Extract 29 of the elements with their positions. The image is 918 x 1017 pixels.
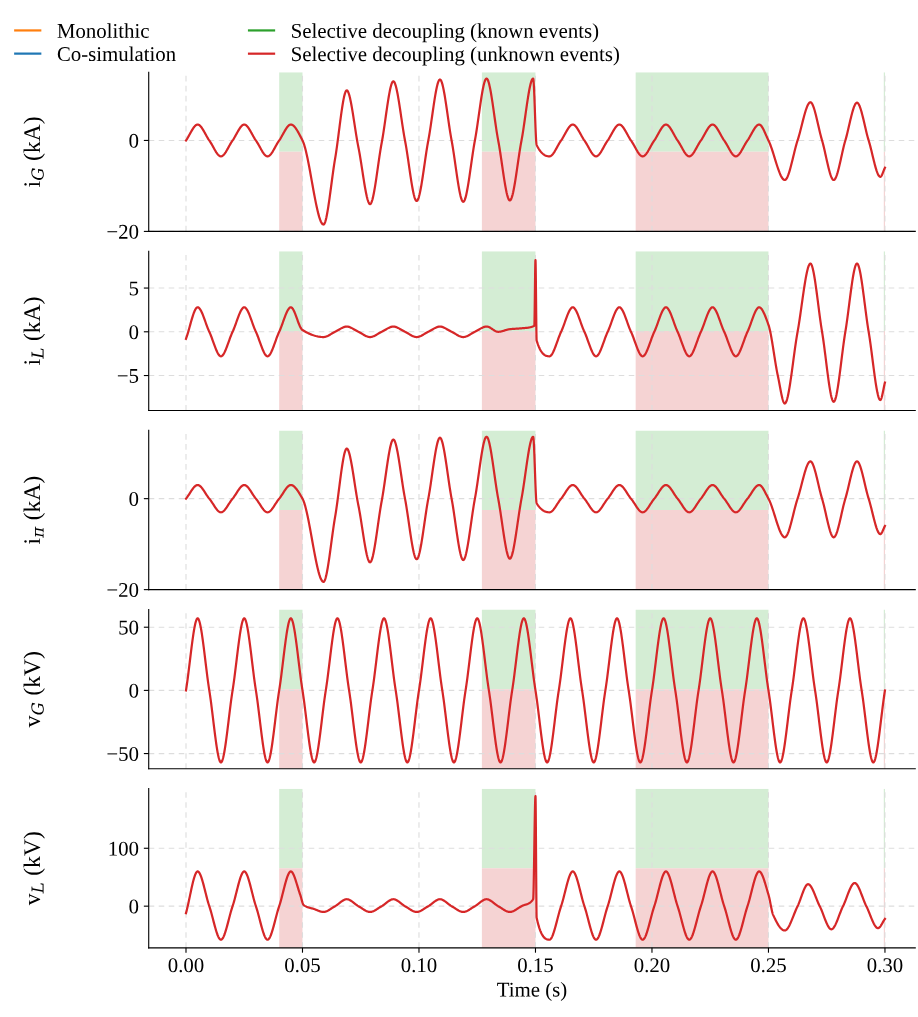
- y-tick-label: −50: [107, 746, 139, 762]
- y-tick-label: −5: [117, 369, 139, 383]
- y-tick-label: 0: [129, 133, 139, 148]
- y-tick-label: 0: [129, 492, 139, 507]
- y-axis-title: i$_{π}$ (kA): [23, 476, 45, 544]
- y-axis-title: i$_{L}$ (kA): [23, 297, 45, 365]
- x-tick-label: 0.30: [867, 958, 903, 973]
- y-tick-label: 0: [129, 683, 139, 698]
- y-axis-title: i$_{G}$ (kA): [23, 117, 45, 187]
- x-tick-label: 0.00: [168, 958, 204, 973]
- y-tick-label: −20: [107, 224, 139, 239]
- y-tick-label: −20: [107, 583, 139, 598]
- x-axis-title: Time (s): [497, 982, 567, 1001]
- y-axis-title: v$_{G}$ (kV): [23, 652, 45, 728]
- legend-label: Selective decoupling (known events): [292, 23, 599, 43]
- x-tick-label: 0.15: [518, 958, 553, 973]
- x-tick-label: 0.20: [634, 958, 670, 973]
- y-tick-label: 50: [119, 620, 139, 635]
- y-tick-label: 0: [129, 899, 139, 914]
- legend-label: Co-simulation: [57, 46, 176, 62]
- y-tick-label: 5: [129, 281, 139, 296]
- y-tick-label: 0: [129, 325, 139, 340]
- y-axis-title: v$_{L}$ (kV): [23, 832, 45, 906]
- x-tick-label: 0.25: [751, 958, 786, 973]
- x-tick-label: 0.10: [401, 958, 437, 973]
- legend-label: Selective decoupling (unknown events): [292, 46, 619, 66]
- x-tick-label: 0.05: [285, 958, 320, 973]
- y-tick-label: 100: [109, 841, 139, 856]
- legend-label: Monolithic: [57, 23, 149, 38]
